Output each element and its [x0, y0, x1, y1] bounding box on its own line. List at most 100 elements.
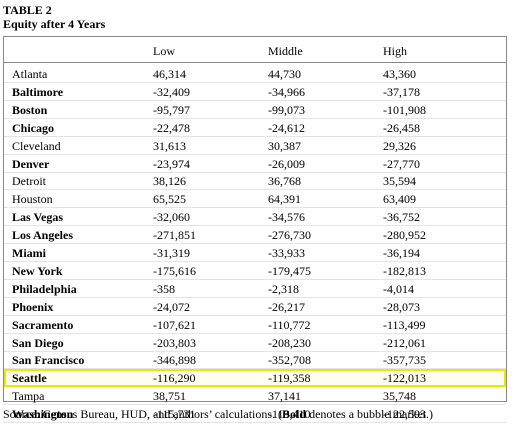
cell-value: -115,731	[153, 407, 196, 422]
cell-value: 38,751	[153, 389, 186, 404]
cell-value: -36,752	[383, 210, 420, 225]
city-name: Boston	[12, 102, 48, 117]
cell-value: 44,730	[268, 67, 301, 81]
table-row	[4, 334, 506, 352]
city-name: Baltimore	[12, 84, 64, 99]
table-row	[4, 190, 506, 209]
city-name: Atlanta	[12, 67, 48, 81]
cell-value: -208,230	[268, 335, 311, 350]
cell-value: -26,217	[268, 299, 305, 314]
cell-value: -36,194	[383, 246, 420, 260]
table-row	[4, 351, 506, 370]
cell-value: -175,616	[153, 263, 196, 278]
cell-value: -32,060	[153, 210, 190, 225]
city-name: Houston	[12, 192, 53, 207]
cell-value: -110,772	[268, 317, 311, 332]
table-title: TABLE 2	[3, 3, 52, 17]
table-row	[4, 119, 506, 137]
cell-value: -34,966	[268, 84, 305, 99]
city-name: Seattle	[12, 371, 47, 386]
cell-value: 29,326	[383, 138, 416, 153]
cell-value: 64,391	[268, 192, 301, 207]
city-name: Los Angeles	[12, 228, 74, 243]
cell-value: -107,621	[153, 317, 196, 332]
cell-value: -119,410	[268, 407, 311, 422]
cell-value: -4,014	[383, 281, 414, 296]
cell-value: -37,178	[383, 84, 420, 99]
column-header: Low	[153, 44, 175, 58]
cell-value: -346,898	[153, 353, 196, 368]
column-header: High	[383, 44, 407, 58]
city-name: Las Vegas	[12, 210, 64, 225]
cell-value: 37,141	[268, 389, 301, 404]
cell-value: -24,612	[268, 120, 305, 135]
footer: Source: Census Bureau, HUD, and authors’…	[3, 407, 433, 421]
footer-text: Source: Census Bureau, HUD, and authors’…	[3, 407, 283, 421]
city-name: Philadelphia	[12, 281, 77, 296]
cell-value: -26,458	[383, 120, 420, 135]
table-row	[4, 316, 506, 334]
cell-value: -358	[153, 281, 175, 296]
cell-value: 46,314	[153, 67, 186, 81]
cell-value: -357,735	[383, 353, 426, 368]
cell-value: -122,013	[383, 371, 426, 386]
table-row	[4, 280, 506, 298]
cell-value: -34,576	[268, 210, 305, 225]
cell-value: -95,797	[153, 102, 190, 117]
cell-value: 35,594	[383, 174, 416, 189]
cell-value: -280,952	[383, 228, 426, 243]
cell-value: -212,061	[383, 335, 426, 350]
table-row	[4, 405, 506, 424]
cell-value: -32,409	[153, 84, 190, 99]
cell-value: 65,525	[153, 192, 186, 207]
city-name: San Francisco	[12, 353, 85, 368]
cell-value: 35,748	[383, 389, 416, 404]
cell-value: -179,475	[268, 263, 311, 278]
table-row	[4, 262, 506, 280]
table-row	[4, 244, 506, 262]
column-header: Middle	[268, 44, 303, 58]
cell-value: -24,072	[153, 299, 190, 314]
cell-value: -22,478	[153, 120, 190, 135]
city-name: Sacramento	[12, 317, 74, 332]
footer-text: denotes a bubble market.)	[306, 407, 434, 421]
city-name: Detroit	[12, 174, 46, 189]
cell-value: 30,387	[268, 138, 301, 153]
cell-value: -23,974	[153, 156, 190, 171]
cell-value: -113,499	[383, 317, 426, 332]
city-name: San Diego	[12, 335, 64, 350]
cell-value: -352,708	[268, 353, 311, 368]
cell-value: -122,593	[383, 407, 426, 422]
cell-value: -271,851	[153, 228, 196, 243]
city-name: New York	[12, 263, 63, 278]
table-row	[4, 83, 506, 101]
city-name: Miami	[12, 246, 46, 260]
table-row	[4, 208, 506, 227]
cell-value: -119,358	[268, 371, 311, 386]
table-row	[4, 101, 506, 119]
cell-value: 36,768	[268, 174, 301, 189]
city-name: Chicago	[12, 120, 54, 135]
table-row	[4, 155, 506, 173]
table-subtitle: Equity after 4 Years	[3, 17, 106, 31]
city-name: Phoenix	[12, 299, 54, 314]
cell-value: -203,803	[153, 335, 196, 350]
table-row	[4, 298, 506, 316]
cell-value: -31,319	[153, 246, 190, 260]
cell-value: -182,813	[383, 263, 426, 278]
city-name: Cleveland	[12, 138, 61, 153]
cell-value: -276,730	[268, 228, 311, 243]
cell-value: -28,073	[383, 299, 420, 314]
table-row	[4, 172, 506, 191]
table-row	[4, 369, 506, 388]
cell-value: 38,126	[153, 174, 186, 189]
cell-value: -33,933	[268, 246, 305, 260]
footer-bold: Bold	[282, 407, 307, 421]
city-name: Tampa	[12, 389, 45, 404]
table-frame	[3, 36, 507, 402]
cell-value: -27,770	[383, 156, 420, 171]
cell-value: 63,409	[383, 192, 416, 207]
cell-value: -101,908	[383, 102, 426, 117]
header-rule	[3, 62, 507, 63]
